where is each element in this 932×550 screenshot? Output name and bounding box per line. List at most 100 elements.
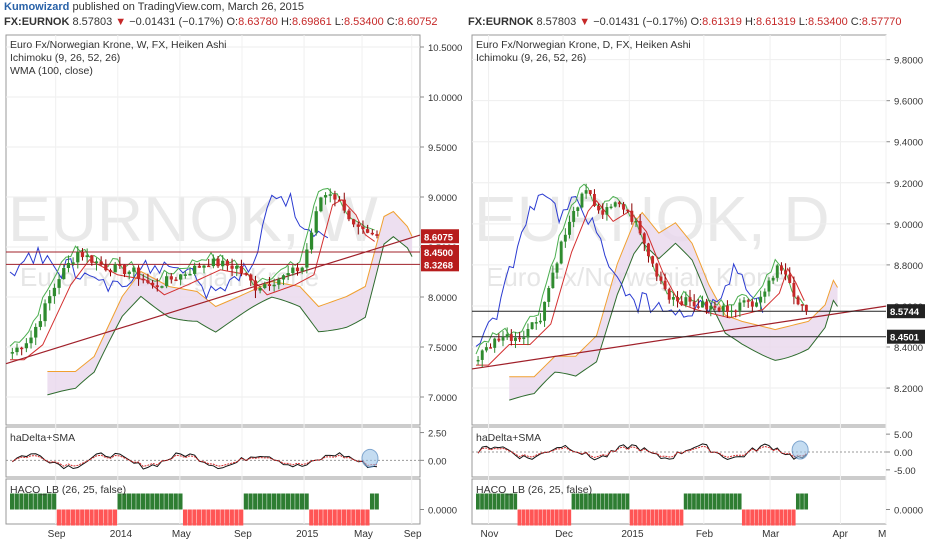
haco-bar (108, 509, 113, 526)
highlight-circle (361, 448, 379, 468)
y-tick-label: 10.0000 (428, 93, 462, 104)
candle-body (230, 265, 234, 269)
haco-bar (509, 493, 513, 510)
haco-bar (150, 493, 155, 510)
y-tick-label: 9.0000 (894, 220, 923, 231)
y-tick-label: -5.00 (894, 466, 916, 477)
haco-bar (559, 509, 563, 526)
haco-bar (271, 493, 277, 510)
y-tick-label: 8.4000 (894, 343, 923, 354)
legend-entry: Ichimoku (9, 26, 52, 26) (476, 52, 586, 64)
price-label: 8.6075 (424, 232, 454, 243)
haco-bar (717, 493, 721, 510)
haco-bar (771, 509, 775, 526)
candle-body (113, 264, 117, 273)
candle-body (509, 334, 513, 341)
open-value: 8.61319 (702, 16, 742, 28)
haco-bar (567, 509, 572, 526)
author-link[interactable]: Kumowizard (4, 1, 70, 13)
high-value: 8.69861 (291, 16, 332, 28)
haco-bar (346, 509, 351, 526)
haco-bar (476, 493, 480, 510)
candle-body (592, 193, 596, 206)
haco-bar (600, 493, 605, 510)
haco-bar (675, 509, 680, 526)
haco-bar (683, 493, 688, 510)
haco-bar (173, 493, 178, 510)
haco-bar (66, 509, 71, 526)
candle-body (216, 258, 220, 267)
haco-bar (33, 493, 38, 510)
candle-body (108, 270, 113, 273)
haco-bar (136, 493, 141, 510)
trendline (471, 305, 887, 370)
candle-body (29, 337, 33, 344)
candle-body (580, 193, 584, 208)
candle-body (555, 263, 559, 273)
main-pane (5, 34, 421, 426)
haco-bar (145, 493, 150, 510)
haco-bar (126, 493, 132, 510)
haco-bar (608, 493, 613, 510)
haco-bar (42, 493, 47, 510)
candle-body (730, 310, 734, 313)
haco-bar (554, 509, 559, 526)
haco-bar (313, 509, 319, 526)
candle-body (613, 202, 617, 207)
candle-body (501, 337, 505, 341)
candle-body (366, 229, 370, 233)
candle-body (480, 350, 484, 360)
candle-body (90, 255, 94, 263)
watermark-name: Euro Fx/Norwegian Krone (486, 262, 785, 292)
haco-bar (725, 493, 730, 510)
candle-body (493, 338, 497, 348)
x-tick-label: 2015 (621, 529, 644, 540)
haco-bar (154, 493, 160, 510)
candle-body (34, 326, 38, 338)
candle-body (605, 207, 609, 215)
x-tick-label: Feb (696, 529, 714, 540)
candle-body (314, 211, 318, 233)
candle-body (518, 337, 522, 340)
candle-body (497, 338, 501, 341)
x-tick-label: May (354, 529, 373, 540)
price-label-box (887, 329, 925, 344)
haco-bar (762, 509, 767, 526)
haco-bar (323, 509, 328, 526)
haco-bar (621, 493, 626, 510)
haco-bar (19, 493, 24, 510)
haco-bar (290, 493, 295, 510)
candle-body (746, 300, 750, 302)
candle-body (705, 301, 709, 310)
haco-bar (766, 509, 771, 526)
x-tick-label: May (172, 529, 191, 540)
price-label: 8.4501 (890, 333, 920, 344)
y-tick-label: 5.00 (894, 430, 913, 441)
haco-bar (103, 509, 108, 526)
legend-entry: Euro Fx/Norwegian Krone, D, FX, Heiken A… (476, 39, 691, 51)
chikou-span (475, 193, 764, 347)
y-tick-label: 7.5000 (428, 343, 457, 354)
legend-entry: WMA (100, close) (10, 65, 93, 77)
candle-body (291, 267, 295, 274)
x-tick-label: Nov (481, 529, 499, 540)
candle-body (127, 271, 131, 275)
candle-body (601, 210, 605, 215)
candle-body (771, 277, 775, 281)
haco-bar (579, 493, 584, 510)
haco-bar (779, 509, 784, 526)
haco-bar (215, 509, 220, 526)
candle-body (647, 243, 650, 257)
candle-body (342, 199, 346, 211)
candle-body (249, 274, 253, 281)
candle-body (174, 279, 178, 282)
haco-bar (575, 493, 580, 510)
haco-bar (517, 509, 522, 526)
y-tick-label: 0.00 (894, 448, 913, 459)
candle-body (576, 207, 580, 211)
change-value: −0.01431 (−0.17%) (129, 16, 224, 28)
candle-body (671, 297, 675, 300)
haco-bar (84, 509, 90, 526)
